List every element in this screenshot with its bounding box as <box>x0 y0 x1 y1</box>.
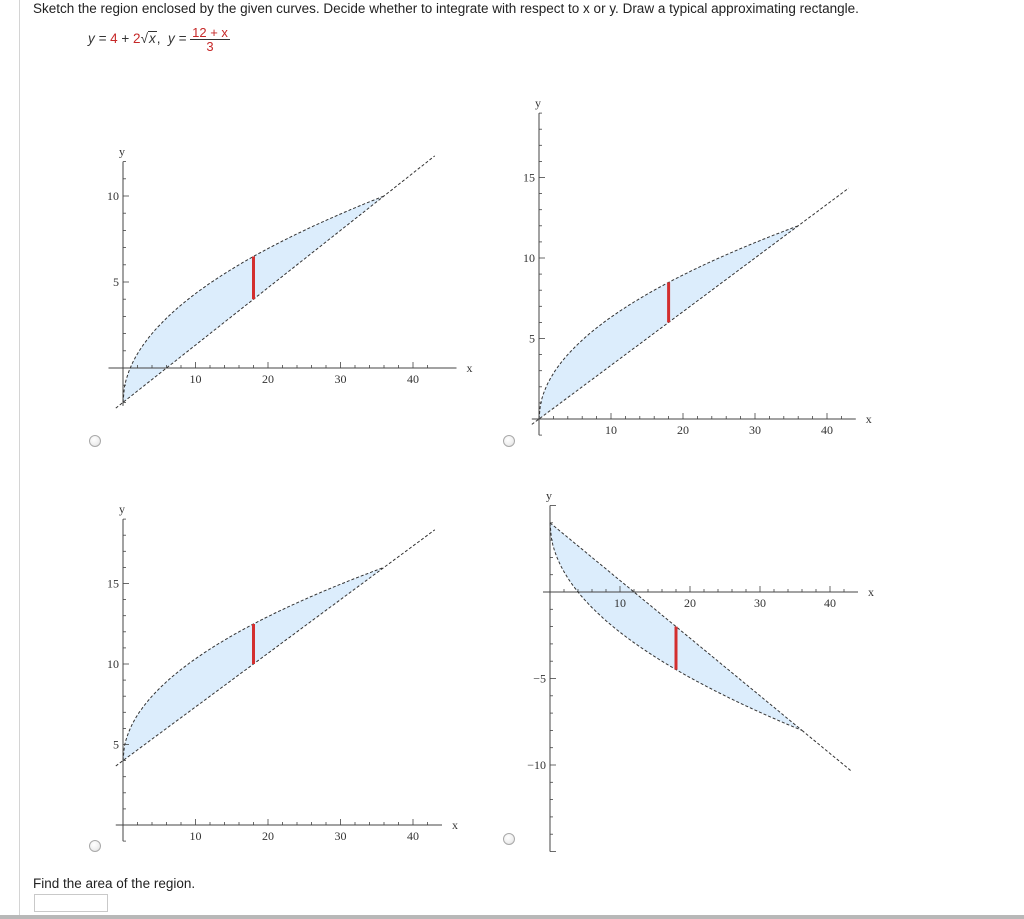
curve-upper <box>549 522 803 731</box>
y-axis-label: y <box>535 96 541 110</box>
option-b-graph: 10 20 30 40 5 10 15 x y <box>523 96 872 437</box>
curve-extension <box>801 730 852 772</box>
y-axis-label: y <box>546 489 552 503</box>
x-tick-label: 10 <box>605 423 617 437</box>
x-tick-label: 20 <box>677 423 689 437</box>
y-tick-label: 5 <box>113 738 119 752</box>
y-tick-label: 10 <box>107 657 119 671</box>
x-axis-label: x <box>868 585 874 599</box>
x-tick-label: 10 <box>190 372 202 386</box>
option-a-graph: 10 20 30 40 5 10 x y <box>107 145 473 409</box>
x-tick-label: 20 <box>262 829 274 843</box>
curve1-plus: + <box>117 31 134 47</box>
y-tick-label: 10 <box>523 251 535 265</box>
y-tick-label: −10 <box>527 758 546 772</box>
x-tick-label: 20 <box>684 596 696 610</box>
x-tick-label: 10 <box>190 829 202 843</box>
question-instructions: Sketch the region enclosed by the given … <box>33 1 859 16</box>
left-border <box>19 0 20 919</box>
find-area-label: Find the area of the region. <box>33 876 196 891</box>
y-tick-label: 5 <box>529 332 535 346</box>
curve-lower <box>549 522 803 731</box>
curve1-coefficient: 2 <box>133 31 141 47</box>
sqrt-sign: √ <box>140 31 148 47</box>
sqrt-radicand: x <box>147 31 157 47</box>
area-answer-input[interactable] <box>34 894 108 912</box>
curve1-lhs: y = <box>88 31 111 47</box>
y-axis-label: y <box>119 145 125 159</box>
y-tick-label: 15 <box>523 171 535 185</box>
y-tick-label: 15 <box>107 577 119 591</box>
x-tick-label: 30 <box>335 829 347 843</box>
curve2-numerator: 12 + x <box>190 25 230 40</box>
x-axis-label: x <box>467 361 473 375</box>
x-axis-label: x <box>452 818 458 832</box>
curve2-denominator: 3 <box>206 39 214 54</box>
option-b-radio[interactable] <box>503 435 515 447</box>
curve2-lhs: y = <box>168 31 191 47</box>
x-tick-label: 30 <box>749 423 761 437</box>
x-axis-label: x <box>866 412 872 426</box>
y-tick-label: 5 <box>113 275 119 289</box>
x-tick-label: 10 <box>614 596 626 610</box>
curve-lower <box>531 187 849 425</box>
option-a-radio[interactable] <box>89 435 101 447</box>
x-tick-label: 30 <box>335 372 347 386</box>
x-tick-label: 20 <box>262 372 274 386</box>
option-d-radio[interactable] <box>503 833 515 845</box>
x-tick-label: 40 <box>821 423 833 437</box>
curve-upper <box>122 195 385 403</box>
x-tick-label: 40 <box>407 829 419 843</box>
option-d-graph: 10 20 30 40 −5 −10 x y <box>527 489 874 852</box>
y-axis-label: y <box>119 502 125 516</box>
y-tick-label: 10 <box>107 189 119 203</box>
option-c-graph: 10 20 30 40 5 10 15 x y <box>107 502 458 843</box>
option-c-radio[interactable] <box>89 840 101 852</box>
curve-lower <box>115 529 436 767</box>
y-tick-label: −5 <box>533 672 546 686</box>
x-tick-label: 30 <box>754 596 766 610</box>
formula-separator: , <box>156 31 161 47</box>
x-tick-label: 40 <box>407 372 419 386</box>
curve1-constant: 4 <box>110 31 118 47</box>
x-tick-label: 40 <box>824 596 836 610</box>
bottom-border <box>0 915 1024 919</box>
curve-lower <box>115 155 436 409</box>
